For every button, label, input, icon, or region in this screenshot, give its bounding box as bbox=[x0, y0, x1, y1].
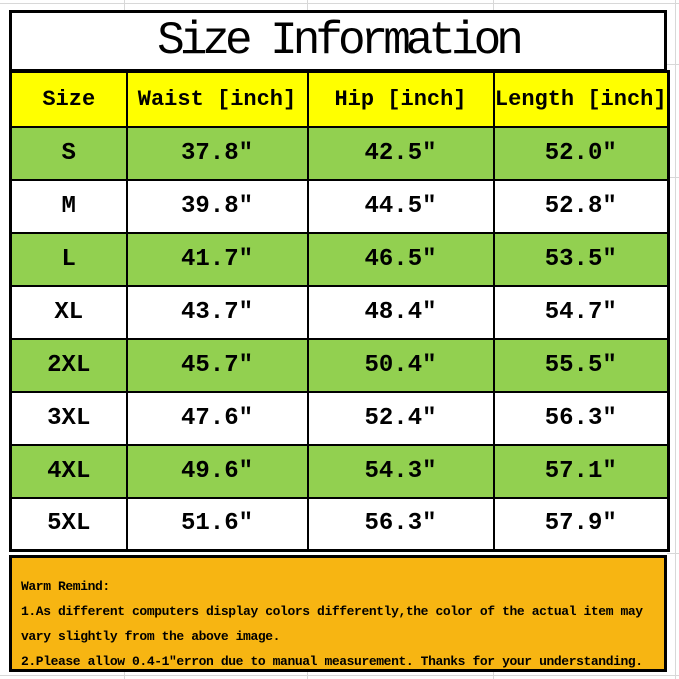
grid-line bbox=[0, 675, 679, 676]
length-cell: 53.5″ bbox=[492, 231, 670, 287]
length-cell: 57.9″ bbox=[492, 496, 670, 552]
waist-cell: 45.7″ bbox=[125, 337, 309, 393]
size-table-body: S 37.8″ 42.5″ 52.0″ M 39.8″ 44.5″ 52.8″ L 41.7″ 46… bbox=[9, 125, 670, 552]
size-cell: S bbox=[9, 125, 128, 181]
column-header-hip: Hip [inch] bbox=[306, 70, 495, 128]
grid-line bbox=[667, 177, 679, 178]
size-cell: L bbox=[9, 231, 128, 287]
length-cell: 57.1″ bbox=[492, 443, 670, 499]
hip-cell: 46.5″ bbox=[306, 231, 495, 287]
length-cell: 54.7″ bbox=[492, 284, 670, 340]
waist-cell: 47.6″ bbox=[125, 390, 309, 446]
table-row: 5XL 51.6″ 56.3″ 57.9″ bbox=[9, 496, 670, 552]
size-cell: XL bbox=[9, 284, 128, 340]
waist-cell: 39.8″ bbox=[125, 178, 309, 234]
size-cell: 5XL bbox=[9, 496, 128, 552]
hip-cell: 56.3″ bbox=[306, 496, 495, 552]
grid-line bbox=[0, 3, 679, 4]
hip-cell: 52.4″ bbox=[306, 390, 495, 446]
size-cell: 3XL bbox=[9, 390, 128, 446]
size-cell: 4XL bbox=[9, 443, 128, 499]
size-cell: M bbox=[9, 178, 128, 234]
waist-cell: 51.6″ bbox=[125, 496, 309, 552]
title-box: Size Information bbox=[9, 10, 667, 72]
grid-line bbox=[667, 64, 679, 65]
page-title: Size Information bbox=[157, 15, 524, 67]
length-cell: 55.5″ bbox=[492, 337, 670, 393]
column-header-size: Size bbox=[9, 70, 128, 128]
table-row: M 39.8″ 44.5″ 52.8″ bbox=[9, 178, 670, 234]
waist-cell: 49.6″ bbox=[125, 443, 309, 499]
length-cell: 56.3″ bbox=[492, 390, 670, 446]
table-row: L 41.7″ 46.5″ 53.5″ bbox=[9, 231, 670, 287]
hip-cell: 42.5″ bbox=[306, 125, 495, 181]
grid-line bbox=[667, 553, 679, 554]
table-row: 3XL 47.6″ 52.4″ 56.3″ bbox=[9, 390, 670, 446]
waist-cell: 37.8″ bbox=[125, 125, 309, 181]
length-cell: 52.0″ bbox=[492, 125, 670, 181]
column-header-length: Length [inch] bbox=[492, 70, 670, 128]
table-row: XL 43.7″ 48.4″ 54.7″ bbox=[9, 284, 670, 340]
table-row: S 37.8″ 42.5″ 52.0″ bbox=[9, 125, 670, 181]
waist-cell: 43.7″ bbox=[125, 284, 309, 340]
grid-line bbox=[124, 0, 125, 10]
waist-cell: 41.7″ bbox=[125, 231, 309, 287]
warning-heading: Warm Remind: bbox=[21, 579, 110, 594]
column-header-waist: Waist [inch] bbox=[125, 70, 309, 128]
grid-line bbox=[493, 0, 494, 10]
hip-cell: 44.5″ bbox=[306, 178, 495, 234]
grid-line bbox=[675, 0, 676, 679]
warning-line: vary slightly from the above image. bbox=[21, 629, 281, 644]
hip-cell: 50.4″ bbox=[306, 337, 495, 393]
size-table: Size Waist [inch] Hip [inch] Length [inc… bbox=[9, 70, 670, 552]
hip-cell: 48.4″ bbox=[306, 284, 495, 340]
grid-line bbox=[307, 0, 308, 10]
warning-box: Warm Remind: 1.As different computers di… bbox=[9, 555, 667, 672]
warning-line: 1.As different computers display colors … bbox=[21, 604, 643, 619]
hip-cell: 54.3″ bbox=[306, 443, 495, 499]
table-row: 2XL 45.7″ 50.4″ 55.5″ bbox=[9, 337, 670, 393]
size-cell: 2XL bbox=[9, 337, 128, 393]
table-header-row: Size Waist [inch] Hip [inch] Length [inc… bbox=[9, 70, 670, 128]
length-cell: 52.8″ bbox=[492, 178, 670, 234]
table-row: 4XL 49.6″ 54.3″ 57.1″ bbox=[9, 443, 670, 499]
warning-line: 2.Please allow 0.4-1″erron due to manual… bbox=[21, 654, 643, 669]
